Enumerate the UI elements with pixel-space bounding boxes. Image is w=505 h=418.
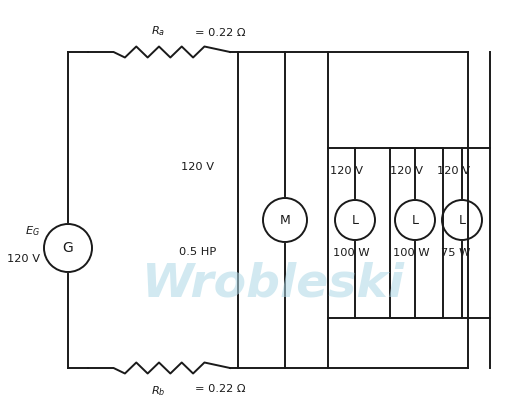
Text: 120 V: 120 V — [437, 166, 470, 176]
Text: L: L — [458, 214, 465, 227]
Text: 120 V: 120 V — [330, 166, 363, 176]
Text: G: G — [63, 241, 73, 255]
Text: $E_G$: $E_G$ — [25, 224, 40, 238]
Text: M: M — [279, 214, 290, 227]
Text: $R_b$: $R_b$ — [150, 384, 165, 398]
Text: 120 V: 120 V — [181, 162, 214, 172]
Text: 0.5 HP: 0.5 HP — [179, 247, 216, 257]
Text: L: L — [411, 214, 418, 227]
Text: = 0.22 Ω: = 0.22 Ω — [194, 28, 245, 38]
Text: 120 V: 120 V — [7, 254, 40, 264]
Text: L: L — [351, 214, 358, 227]
Text: Wrobleski: Wrobleski — [141, 262, 404, 307]
Text: 75 W: 75 W — [440, 248, 470, 258]
Text: = 0.22 Ω: = 0.22 Ω — [194, 384, 245, 394]
Text: 100 W: 100 W — [392, 248, 428, 258]
Text: $R_a$: $R_a$ — [150, 24, 165, 38]
Text: 100 W: 100 W — [332, 248, 369, 258]
Text: 120 V: 120 V — [390, 166, 423, 176]
